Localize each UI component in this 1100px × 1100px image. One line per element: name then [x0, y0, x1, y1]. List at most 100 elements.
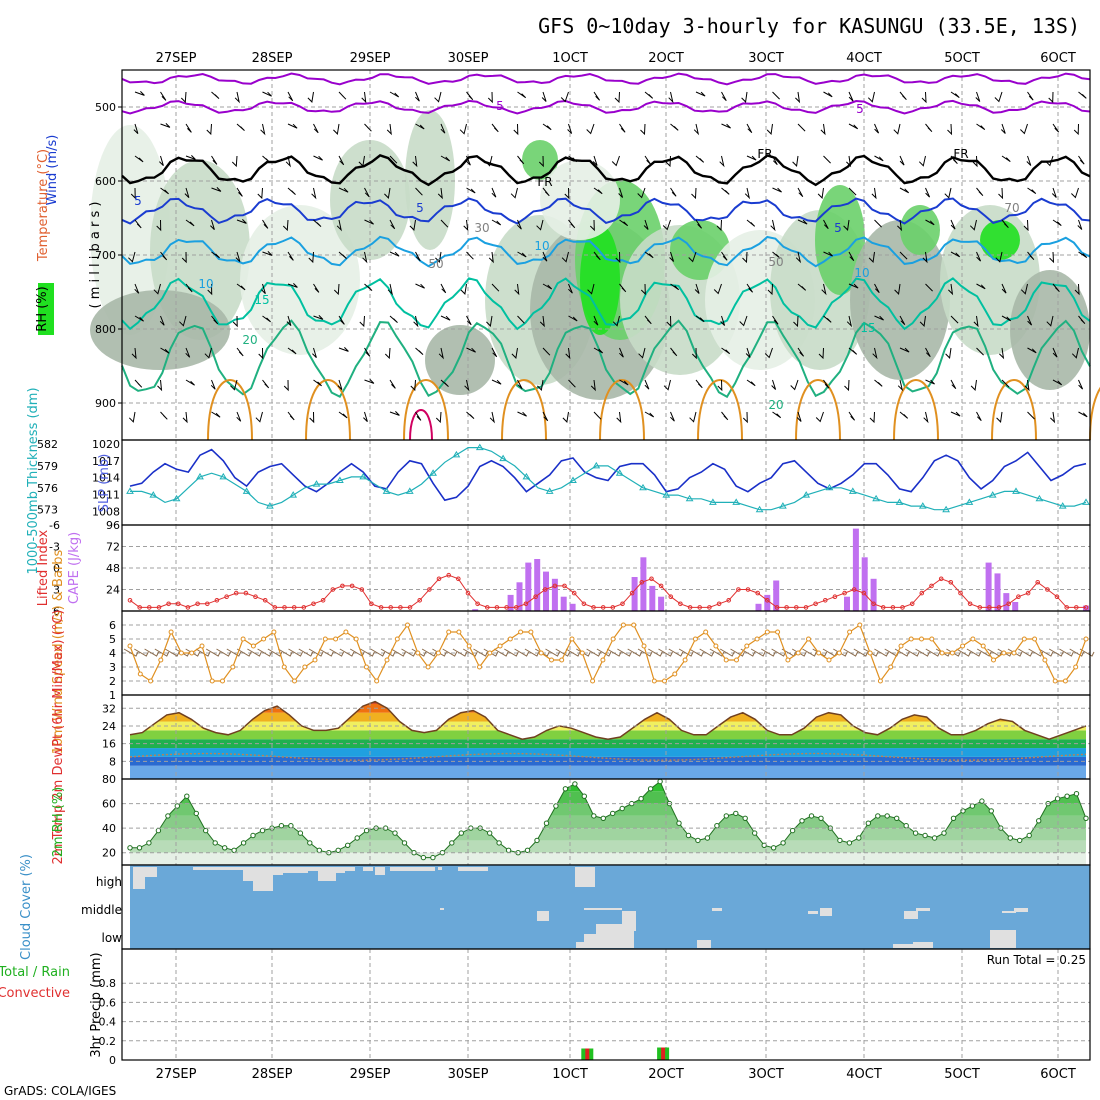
- contour-label: 5: [416, 201, 424, 215]
- upper-wind-barb: [435, 251, 442, 263]
- upper-wind-barb: [128, 411, 136, 423]
- thickness-point: [522, 472, 531, 480]
- upper-wind-barb: [413, 315, 419, 328]
- upper-wind-barb: [513, 123, 519, 136]
- temperature-side-label: Temperature (°C): [36, 149, 51, 262]
- cape-bar: [640, 557, 647, 612]
- upper-wind-barb: [460, 283, 467, 295]
- upper-wind-barb: [236, 283, 246, 291]
- upper-wind-barb: [255, 411, 263, 423]
- upper-wind-barb: [440, 155, 451, 162]
- upper-wind-barb: [185, 379, 195, 386]
- thickness-point: [639, 483, 647, 491]
- upper-wind-barb: [210, 379, 216, 390]
- upper-wind-barb: [230, 379, 238, 391]
- precip-frame: [121, 948, 1091, 1061]
- pressure-axis-label: ( m i l l i b a r s ): [88, 202, 103, 309]
- cape-tick: 24: [106, 584, 120, 597]
- surface-barb: [339, 648, 355, 657]
- lifted-point: [205, 601, 210, 607]
- contour-label: 20: [768, 398, 783, 412]
- thickness-point: [405, 487, 414, 494]
- upper-wind-barb: [899, 251, 908, 260]
- wind-point: [569, 636, 575, 642]
- thickness-point: [848, 487, 857, 494]
- rh-point: [496, 840, 502, 846]
- upper-wind-barb: [1020, 283, 1028, 295]
- upper-wind-barb: [995, 251, 1003, 263]
- rh-point: [193, 810, 200, 817]
- wind-point: [836, 650, 842, 656]
- lifted-point: [243, 590, 249, 596]
- upper-wind-barb: [950, 251, 961, 258]
- surface-barb: [627, 648, 643, 657]
- upper-wind-barb: [568, 219, 576, 229]
- thickness-tick: 573: [37, 504, 58, 517]
- upper-wind-barb: [844, 379, 850, 392]
- upper-wind-barb: [538, 155, 544, 168]
- top-date: 6OCT: [1040, 51, 1076, 66]
- rh-point: [203, 827, 209, 834]
- upper-wind-barb: [207, 283, 213, 296]
- wind-point: [559, 657, 565, 663]
- temp-line: [129, 700, 1087, 740]
- upper-air-panel: 5 5 5 5 5 10 10 10 15 15 20 20 FR FR FR 30 70 50 50 500 600…: [35, 51, 1100, 441]
- temp-contour: [121, 99, 1091, 115]
- wind-point: [189, 650, 195, 656]
- surface-barb: [976, 648, 992, 657]
- lifted-point: [349, 583, 355, 589]
- upper-wind-barb: [560, 91, 569, 103]
- wind-point: [651, 678, 657, 684]
- upper-wind-barb: [435, 411, 442, 424]
- upper-wind-barb: [312, 347, 317, 358]
- surface-barb: [473, 648, 488, 657]
- upper-wind-barb: [716, 219, 722, 232]
- wind-line: [129, 623, 1087, 683]
- upper-wind-barb: [688, 251, 697, 263]
- cape-panel: -6 -3 0 3 6 96 72 48 24 Lifted Index CAPE (J/kg): [36, 519, 1091, 618]
- cloud-high-bar: [438, 867, 442, 870]
- upper-wind-barb: [1001, 379, 1010, 388]
- upper-wind-barb: [695, 315, 705, 323]
- upper-wind-barb: [133, 123, 139, 134]
- upper-wind-barb: [797, 123, 806, 132]
- upper-wind-barb: [466, 187, 476, 194]
- rh-point: [912, 830, 919, 836]
- upper-wind-barb: [134, 283, 140, 294]
- slp-tick: 1008: [92, 505, 120, 518]
- lifted-point: [871, 601, 876, 607]
- wind-point: [579, 650, 585, 656]
- lifted-point: [127, 598, 133, 603]
- wind-point: [672, 671, 678, 677]
- upper-wind-barb: [204, 347, 212, 359]
- upper-wind-barb: [261, 283, 266, 294]
- slp-tick: 1014: [92, 472, 120, 485]
- upper-wind-barb: [337, 379, 343, 390]
- upper-wind-barb: [466, 155, 471, 166]
- cloud-mid-bar: [820, 908, 832, 916]
- lifted-tick: -3: [49, 541, 60, 554]
- surface-barb: [730, 648, 745, 657]
- upper-wind-barb: [1048, 91, 1054, 104]
- lifted-point: [233, 590, 239, 596]
- upper-wind-barb: [236, 123, 245, 131]
- upper-wind-barb: [843, 219, 850, 231]
- upper-wind-barb: [619, 123, 626, 133]
- upper-wind-barb: [157, 379, 163, 392]
- hot-contour: [409, 409, 433, 441]
- rh-point: [723, 813, 729, 819]
- thickness-point: [755, 505, 764, 513]
- rh-point: [231, 847, 237, 853]
- rh-tick: 40: [102, 822, 116, 835]
- temp-contour: [121, 197, 1091, 225]
- upper-wind-barb: [619, 379, 629, 386]
- temp-contour: [121, 72, 1091, 86]
- upper-wind-barb: [670, 283, 680, 291]
- lifted-point: [996, 605, 1002, 610]
- upper-wind-barb: [568, 283, 573, 294]
- cloud-high-bar: [300, 867, 318, 871]
- cape-bar: [852, 528, 859, 611]
- upper-wind-barb: [311, 187, 317, 200]
- rh-point: [969, 803, 976, 809]
- upper-wind-barb: [746, 379, 756, 387]
